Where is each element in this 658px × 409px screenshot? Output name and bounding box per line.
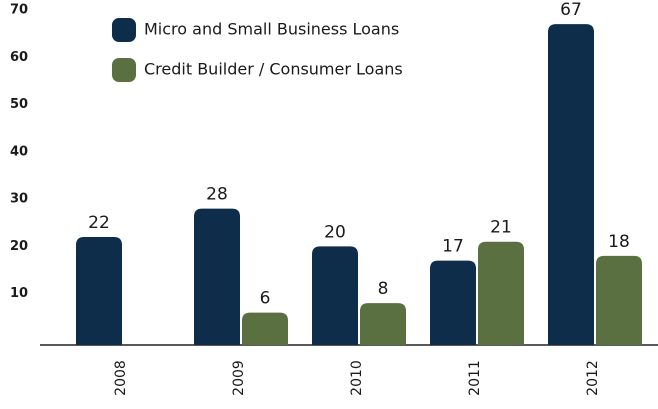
data-label: 8: [378, 279, 389, 299]
bar: [478, 241, 524, 345]
y-tick-label: 40: [10, 144, 28, 159]
legend-swatch: [112, 58, 136, 82]
data-label: 67: [560, 0, 582, 20]
legend-label: Micro and Small Business Loans: [144, 20, 399, 39]
y-tick-label: 30: [10, 192, 28, 207]
data-label: 17: [442, 237, 464, 257]
x-tick-label: 2011: [467, 360, 483, 396]
legend-label: Credit Builder / Consumer Loans: [144, 60, 403, 79]
x-tick-label: 2010: [349, 360, 365, 396]
bar: [596, 255, 642, 345]
bar: [76, 236, 122, 345]
legend-swatch: [112, 18, 136, 42]
y-tick-label: 10: [10, 286, 28, 301]
bar: [194, 208, 240, 345]
data-label: 22: [88, 213, 110, 233]
data-label: 28: [206, 185, 228, 205]
bar: [312, 246, 358, 345]
y-tick-label: 50: [10, 97, 28, 112]
y-tick-label: 70: [10, 3, 28, 18]
data-label: 18: [608, 232, 630, 252]
x-tick-label: 2009: [231, 360, 247, 396]
y-tick-label: 60: [10, 50, 28, 65]
x-tick-label: 2008: [113, 360, 129, 396]
data-label: 20: [324, 222, 346, 242]
data-label: 21: [490, 218, 512, 238]
bar: [548, 24, 594, 345]
y-tick-label: 20: [10, 239, 28, 254]
data-label: 6: [260, 289, 271, 309]
bar: [360, 303, 406, 345]
x-tick-label: 2012: [585, 360, 601, 396]
bar: [430, 260, 476, 345]
bar: [242, 312, 288, 345]
